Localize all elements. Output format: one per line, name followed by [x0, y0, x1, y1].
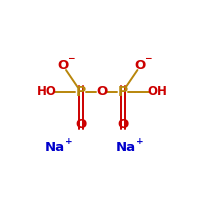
Text: O: O [75, 118, 86, 131]
Text: O: O [135, 59, 146, 72]
Text: OH: OH [148, 85, 167, 98]
Text: P: P [118, 85, 128, 99]
Text: −: − [144, 54, 152, 63]
Text: O: O [117, 118, 128, 131]
Text: +: + [65, 137, 72, 146]
Text: Na: Na [44, 141, 65, 154]
Text: O: O [57, 59, 69, 72]
Text: +: + [136, 137, 144, 146]
Text: P: P [76, 85, 86, 99]
Text: O: O [96, 85, 107, 98]
Text: HO: HO [37, 85, 57, 98]
Text: Na: Na [116, 141, 136, 154]
Text: −: − [67, 54, 74, 63]
